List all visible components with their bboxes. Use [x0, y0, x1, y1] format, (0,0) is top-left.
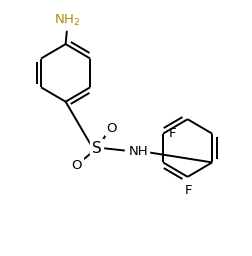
Text: S: S — [91, 141, 101, 156]
Text: O: O — [72, 159, 82, 172]
Text: NH$_2$: NH$_2$ — [54, 13, 80, 28]
Text: F: F — [169, 127, 177, 140]
Text: F: F — [185, 184, 193, 197]
Text: O: O — [106, 122, 116, 134]
Text: NH: NH — [129, 145, 148, 158]
